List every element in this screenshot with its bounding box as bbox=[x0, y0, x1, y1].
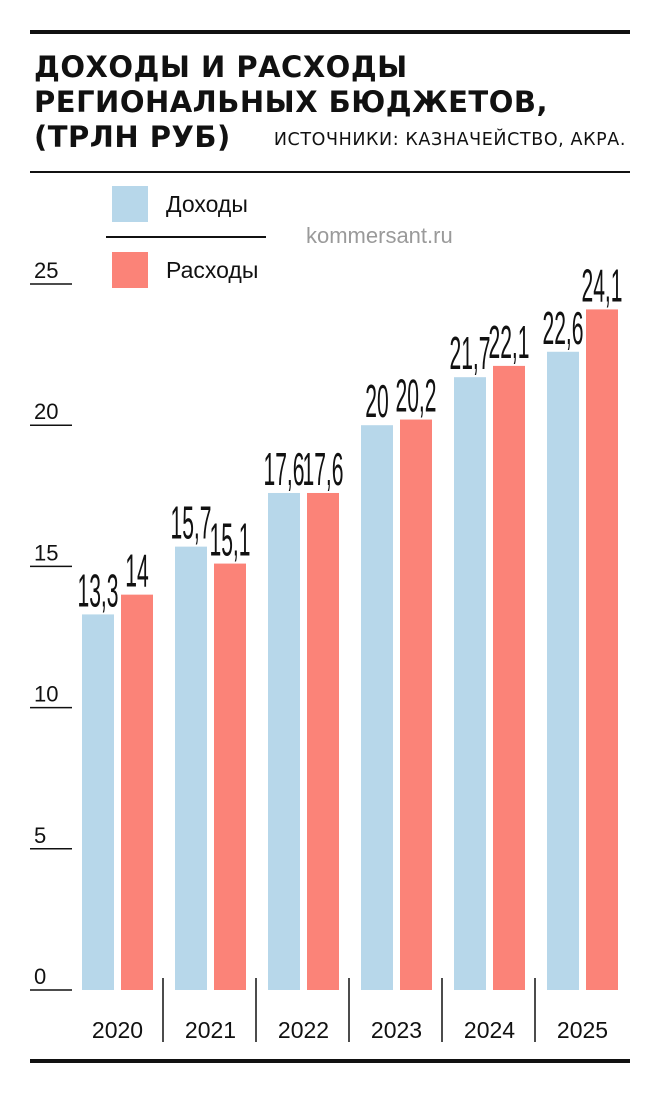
y-tick-label: 5 bbox=[34, 823, 46, 848]
bar-income bbox=[268, 492, 300, 990]
watermark: kommersant.ru bbox=[306, 223, 453, 248]
data-label: 17,6 bbox=[302, 444, 343, 495]
source-note: ИСТОЧНИКИ: КАЗНАЧЕЙСТВО, АКРА. bbox=[273, 130, 626, 150]
data-label: 21,7 bbox=[449, 328, 490, 379]
y-tick-label: 25 bbox=[34, 258, 58, 283]
header-rule bbox=[30, 171, 630, 173]
data-label: 15,1 bbox=[209, 514, 250, 565]
bar-income bbox=[361, 425, 393, 990]
bar-expense bbox=[493, 365, 525, 990]
data-label: 13,3 bbox=[77, 565, 118, 616]
legend-item-expense: Расходы bbox=[112, 252, 258, 288]
title-line-1: ДОХОДЫ И РАСХОДЫ bbox=[34, 50, 408, 84]
legend-divider bbox=[106, 236, 266, 238]
legend-swatch-expense bbox=[112, 252, 148, 288]
x-tick-label: 2020 bbox=[92, 1017, 143, 1043]
legend-label-expense: Расходы bbox=[166, 256, 259, 283]
y-tick-label: 10 bbox=[34, 682, 58, 707]
bottom-rule bbox=[30, 1059, 630, 1063]
title-line-3: (ТРЛН РУБ) bbox=[34, 120, 231, 154]
legend-item-income: Доходы bbox=[112, 186, 248, 222]
data-label: 24,1 bbox=[581, 260, 622, 311]
bar-income bbox=[82, 614, 114, 990]
data-label: 22,6 bbox=[542, 303, 583, 354]
bar-expense bbox=[307, 492, 339, 990]
y-tick-label: 15 bbox=[34, 540, 58, 565]
x-tick-label: 2025 bbox=[557, 1017, 608, 1043]
legend-swatch-income bbox=[112, 186, 148, 222]
bar-income bbox=[454, 377, 486, 990]
data-label: 22,1 bbox=[488, 317, 529, 368]
data-label: 20,2 bbox=[395, 370, 436, 421]
bar-income bbox=[547, 351, 579, 990]
x-tick-label: 2022 bbox=[278, 1017, 329, 1043]
data-label: 14 bbox=[125, 546, 148, 597]
top-rule bbox=[30, 30, 630, 34]
data-label: 20 bbox=[365, 376, 388, 427]
x-tick-label: 2021 bbox=[185, 1017, 236, 1043]
legend-label-income: Доходы bbox=[166, 190, 248, 217]
y-tick-label: 0 bbox=[34, 964, 46, 989]
bar-expense bbox=[400, 419, 432, 990]
data-label: 15,7 bbox=[170, 498, 211, 549]
x-tick-label: 2024 bbox=[464, 1017, 515, 1043]
bar-income bbox=[175, 546, 207, 990]
bar-expense bbox=[121, 594, 153, 990]
chart-title: ДОХОДЫ И РАСХОДЫ РЕГИОНАЛЬНЫХ БЮДЖЕТОВ, … bbox=[34, 50, 548, 155]
bar-expense bbox=[586, 309, 618, 990]
data-label: 17,6 bbox=[263, 444, 304, 495]
y-tick-label: 20 bbox=[34, 399, 58, 424]
x-tick-label: 2023 bbox=[371, 1017, 422, 1043]
bar-expense bbox=[214, 563, 246, 990]
title-line-2: РЕГИОНАЛЬНЫХ БЮДЖЕТОВ, bbox=[34, 85, 548, 119]
